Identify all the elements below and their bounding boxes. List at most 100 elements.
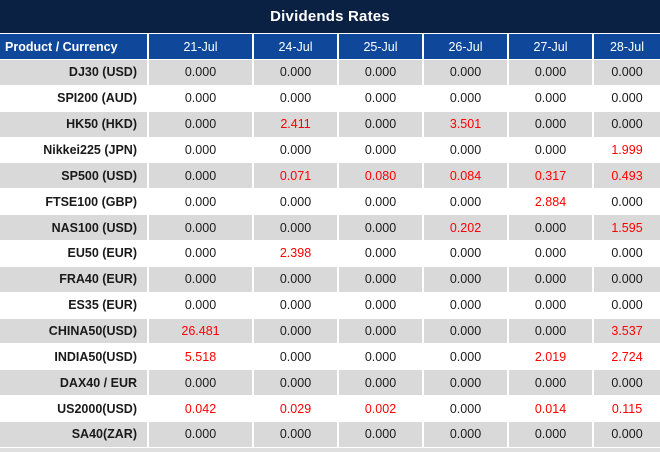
product-label: DAX40 / EUR [59,375,137,390]
dividend-rate-cell-highlighted: 0.071 [252,163,337,189]
product-label: NAS100 (USD) [51,220,137,235]
dividend-rate-cell: 0.000 [147,266,252,292]
dividend-rate-cell: 0.000 [147,215,252,241]
dividend-rate-cell: 0.000 [337,370,422,396]
dividend-rate-cell: 0.000 [422,241,507,266]
table-row: INDIA50(USD) 5.518 0.000 0.000 0.000 2.019 2.7… [0,344,660,371]
product-label: US2000(USD) [57,401,137,416]
page-title: Dividends Rates [0,0,660,34]
dividend-rate-cell: 0.000 [507,266,592,292]
product-label: INDIA50(USD) [54,349,137,364]
table-row: CHINA50(USD) 26.481 0.000 0.000 0.000 0.000 3.… [0,318,660,345]
dividend-rate-cell-highlighted: 2.884 [507,189,592,215]
dividend-rate-cell: 0.000 [252,137,337,163]
dividend-rate-cell: 0.000 [592,241,660,266]
dividend-rate-cell: 0.000 [337,137,422,163]
product-label: ES35 (EUR) [68,298,137,313]
dividend-rate-cell-highlighted: 1.595 [592,215,660,241]
product-label: FTSE100 (GBP) [45,194,137,209]
product-label: SP500 (USD) [61,168,137,183]
table-row: FTSE100 (GBP) 0.000 0.000 0.000 0.000 2.884 0.… [0,189,660,216]
product-label: SA40(ZAR) [71,427,137,442]
product-label: SPI200 (AUD) [57,91,137,106]
dividend-rate-cell-highlighted: 0.029 [252,396,337,422]
dividend-rate-cell-highlighted: 0.014 [507,396,592,422]
dividend-rate-cell: 0.000 [507,137,592,163]
dividend-rate-cell: 0.000 [592,189,660,215]
dividend-rate-cell-highlighted: 2.019 [507,344,592,370]
dividend-rate-cell: 0.000 [422,137,507,163]
dividend-rate-cell: 0.000 [507,111,592,137]
dividend-rate-cell-highlighted: 0.493 [592,163,660,189]
dividend-rate-cell-highlighted: 0.042 [147,396,252,422]
dividend-rate-cell: 0.000 [507,60,592,85]
table-body: DJ30 (USD) 0.000 0.000 0.000 0.000 0.000 0.000… [0,60,660,448]
dividend-rate-cell: 0.000 [147,292,252,318]
dividend-rate-cell: 0.000 [422,60,507,85]
column-header-product-currency: Product / Currency [0,34,147,60]
dividend-rate-cell: 0.000 [422,85,507,111]
table-row: DJ30 (USD) 0.000 0.000 0.000 0.000 0.000 0.000 [0,60,660,86]
dividend-rate-cell: 0.000 [422,292,507,318]
table-row: NAS100 (USD) 0.000 0.000 0.000 0.202 0.000 1.5… [0,215,660,242]
dividend-rate-cell: 0.000 [592,422,660,447]
dividend-rate-cell: 0.000 [422,189,507,215]
dividend-rate-cell: 0.000 [337,422,422,447]
column-header-date: 21-Jul [147,34,252,60]
dividend-rate-cell: 0.000 [252,318,337,344]
dividend-rate-cell: 0.000 [337,318,422,344]
dividend-rate-cell: 0.000 [592,370,660,396]
dividend-rate-cell: 0.000 [592,266,660,292]
table-row: SPI200 (AUD) 0.000 0.000 0.000 0.000 0.000 0.0… [0,85,660,112]
dividend-rate-cell: 0.000 [422,422,507,447]
dividend-rate-cell: 0.000 [252,85,337,111]
table-row: Nikkei225 (JPN) 0.000 0.000 0.000 0.000 0.000… [0,137,660,164]
product-label: CHINA50(USD) [48,324,137,339]
table-row: DAX40 / EUR 0.000 0.000 0.000 0.000 0.000 0.00… [0,370,660,397]
dividend-rate-cell: 0.000 [592,111,660,137]
dividend-rate-cell: 0.000 [337,215,422,241]
dividend-rate-cell: 0.000 [507,318,592,344]
dividend-rate-cell-highlighted: 0.084 [422,163,507,189]
dividend-rate-cell: 0.000 [422,396,507,422]
dividend-rate-cell: 0.000 [592,60,660,85]
table-row: ES35 (EUR) 0.000 0.000 0.000 0.000 0.000 0.000 [0,292,660,319]
dividend-rate-cell: 0.000 [147,370,252,396]
dividend-rate-cell: 0.000 [252,344,337,370]
dividend-rate-cell: 0.000 [337,189,422,215]
product-label: FRA40 (EUR) [59,272,137,287]
table-row: SA40(ZAR) 0.000 0.000 0.000 0.000 0.000 0.000 [0,422,660,448]
column-header-date: 25-Jul [337,34,422,60]
dividend-rate-cell: 0.000 [337,241,422,266]
dividend-rate-cell: 0.000 [147,163,252,189]
dividend-rate-cell: 0.000 [252,60,337,85]
dividend-rate-cell-highlighted: 1.999 [592,137,660,163]
dividend-rate-cell: 0.000 [337,85,422,111]
dividend-rate-cell: 0.000 [252,422,337,447]
dividend-rate-cell: 0.000 [422,266,507,292]
dividend-rate-cell-highlighted: 2.724 [592,344,660,370]
dividend-rate-cell: 0.000 [337,111,422,137]
dividend-rate-cell: 0.000 [507,215,592,241]
dividend-rate-cell-highlighted: 0.202 [422,215,507,241]
dividend-rate-cell: 0.000 [507,241,592,266]
dividend-rate-cell: 0.000 [422,370,507,396]
product-label: Nikkei225 (JPN) [43,143,137,157]
column-header-date: 28-Jul [592,34,660,60]
dividend-rate-cell: 0.000 [337,344,422,370]
dividend-rate-cell: 0.000 [592,85,660,111]
dividend-rate-cell: 0.000 [147,241,252,266]
dividend-rate-cell: 0.000 [422,318,507,344]
dividend-rate-cell-highlighted: 0.080 [337,163,422,189]
product-label: HK50 (HKD) [66,117,137,132]
bottom-edge-strip [0,448,660,452]
dividend-rate-cell: 0.000 [337,266,422,292]
dividend-rate-cell-highlighted: 26.481 [147,318,252,344]
dividend-rate-cell: 0.000 [147,85,252,111]
dividend-rate-cell: 0.000 [507,85,592,111]
dividend-rate-cell: 0.000 [252,215,337,241]
dividend-rate-cell: 0.000 [147,111,252,137]
dividend-rate-cell: 0.000 [507,422,592,447]
column-header-date: 26-Jul [422,34,507,60]
